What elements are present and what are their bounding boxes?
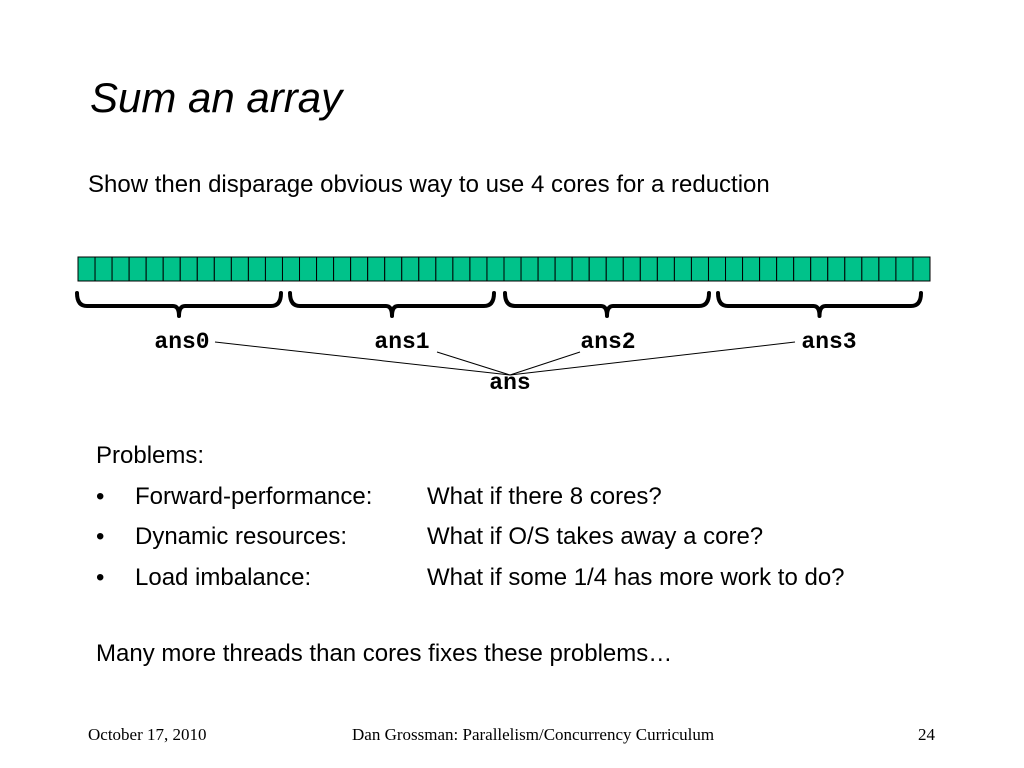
array-cell <box>503 256 522 282</box>
array-cell <box>196 256 215 282</box>
array-cell <box>452 256 471 282</box>
array-cell <box>707 256 727 282</box>
array-cell <box>742 256 761 282</box>
group-label-ans1: ans1 <box>374 329 429 355</box>
problem-description: What if some 1/4 has more work to do? <box>427 563 845 591</box>
array-cell <box>861 256 880 282</box>
group-label-ans3: ans3 <box>801 329 856 355</box>
array-cell <box>656 256 675 282</box>
array-cell <box>571 256 590 282</box>
connector-line-2 <box>509 351 581 376</box>
array-cell <box>213 256 232 282</box>
page-number: 24 <box>918 725 935 744</box>
array-cell <box>384 256 403 282</box>
array-cell <box>725 256 744 282</box>
array-cell <box>179 256 198 282</box>
connector-line-1 <box>436 351 511 376</box>
problems-heading: Problems: <box>96 442 205 469</box>
array-cell <box>690 256 709 282</box>
array-cell <box>878 256 897 282</box>
array-cell <box>230 256 249 282</box>
array-cell <box>299 256 318 282</box>
array-cell <box>554 256 573 282</box>
problem-description: What if O/S takes away a core? <box>427 523 764 550</box>
array-cell <box>333 256 352 282</box>
array-cell <box>912 256 931 282</box>
group-label-ans0: ans0 <box>154 329 209 355</box>
array-cell <box>537 256 556 282</box>
array-cell <box>350 256 369 282</box>
bullet: • <box>96 482 105 510</box>
problem-name: Dynamic resources: <box>135 523 348 550</box>
array-cell <box>94 256 113 282</box>
array-cell <box>793 256 812 282</box>
problem-description: What if there 8 cores? <box>427 482 662 510</box>
array-cell <box>418 256 437 282</box>
problem-name: Forward-performance: <box>135 482 373 510</box>
connector-line-3 <box>509 341 796 376</box>
array-cell <box>77 256 96 282</box>
footer-date: October 17, 2010 <box>88 725 207 744</box>
footer-author: Dan Grossman: Parallelism/Concurrency Cu… <box>352 725 715 744</box>
group-brace-0 <box>75 291 283 318</box>
array-cell <box>895 256 914 282</box>
array-cell <box>145 256 164 282</box>
array-cell <box>162 256 181 282</box>
slide-title: Sum an array <box>90 74 343 121</box>
group-label-ans2: ans2 <box>580 329 635 355</box>
array-cell <box>520 256 539 282</box>
array-cell <box>367 256 386 282</box>
connector-line-0 <box>214 341 511 376</box>
bullet: • <box>96 523 105 550</box>
array-cell <box>486 256 505 282</box>
group-brace-1 <box>288 291 496 318</box>
array-cell <box>281 256 301 282</box>
array-cell <box>316 256 335 282</box>
problem-item: • Forward-performance: What if there 8 c… <box>96 477 845 518</box>
array-cell <box>639 256 658 282</box>
problem-item: • Load imbalance: What if some 1/4 has m… <box>96 558 845 599</box>
problems-section: Problems: • Forward-performance: What if… <box>96 436 845 598</box>
problem-name: Load imbalance: <box>135 563 312 591</box>
array-cell <box>588 256 607 282</box>
array-cell <box>401 256 420 282</box>
array-cell <box>622 256 641 282</box>
group-brace-3 <box>716 291 923 318</box>
array-cell <box>128 256 147 282</box>
array-cell <box>776 256 795 282</box>
array-cell <box>844 256 863 282</box>
array-cell <box>810 256 829 282</box>
problem-item: • Dynamic resources: What if O/S takes a… <box>96 517 845 558</box>
array-cell <box>469 256 488 282</box>
array-cell <box>827 256 846 282</box>
array-cell <box>759 256 778 282</box>
bullet: • <box>96 563 105 591</box>
array-cell <box>673 256 692 282</box>
conclusion-text: Many more threads than cores fixes these… <box>96 640 673 667</box>
array-cell <box>605 256 624 282</box>
slide-subtitle: Show then disparage obvious way to use 4… <box>88 171 770 198</box>
group-brace-2 <box>503 291 711 318</box>
result-label-ans: ans <box>489 370 530 396</box>
array-cell <box>264 256 283 282</box>
array-cell <box>111 256 130 282</box>
array-cell <box>435 256 454 282</box>
array-cell <box>247 256 266 282</box>
